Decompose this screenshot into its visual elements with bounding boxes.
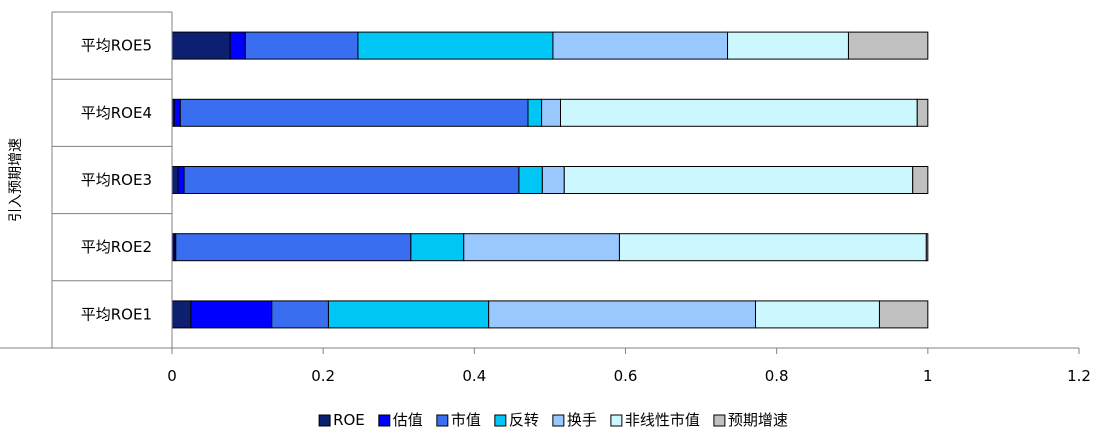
legend-label-4: 反转 — [509, 411, 539, 429]
legend-swatch-5 — [552, 414, 565, 427]
bar-segment-4-7 — [916, 98, 929, 127]
bar-segment-4-2 — [173, 98, 181, 127]
bar-segment-1-1 — [171, 300, 192, 329]
x-tick-label-4: 0.8 — [765, 367, 789, 385]
legend-label-3: 市值 — [451, 411, 481, 429]
bar-segment-2-4 — [410, 233, 465, 262]
legend-label-5: 换手 — [567, 411, 597, 429]
bar-segment-3-1 — [171, 166, 179, 194]
x-tick-label-2: 0.4 — [462, 367, 486, 385]
bar-segment-4-6 — [560, 98, 918, 127]
legend-swatch-4 — [494, 414, 507, 427]
legend-swatch-6 — [610, 414, 623, 427]
bar-segment-1-3 — [271, 300, 329, 329]
bar-segment-2-5 — [463, 233, 620, 262]
category-label-1: 平均ROE1 — [81, 305, 152, 323]
group-label: 引入预期增速 — [8, 138, 24, 222]
bar-segment-5-7 — [847, 31, 929, 60]
bar-segment-3-3 — [183, 166, 520, 194]
bar-segment-5-5 — [552, 31, 729, 60]
bar-segment-3-4 — [518, 166, 543, 194]
bar-segment-3-6 — [563, 166, 914, 194]
bar-segment-5-4 — [357, 31, 554, 60]
bar-segment-3-5 — [541, 166, 565, 194]
bar-segment-1-2 — [190, 300, 273, 329]
legend-label-7: 预期增速 — [728, 411, 788, 429]
x-tick-label-3: 0.6 — [614, 367, 638, 385]
bar-segment-5-2 — [229, 31, 246, 60]
legend-swatch-7 — [713, 414, 726, 427]
bar-segment-4-5 — [541, 98, 561, 127]
bars-layer — [171, 31, 929, 329]
bar-segment-2-3 — [175, 233, 412, 262]
bar-segment-5-6 — [727, 31, 849, 60]
bar-segment-1-6 — [755, 300, 880, 329]
x-tick-label-6: 1.2 — [1067, 367, 1091, 385]
legend-swatch-1 — [318, 414, 331, 427]
legend: ROE 估值 市值 反转 换手 非线性市值 预期增速 — [318, 411, 788, 429]
x-tick-label-0: 0 — [167, 367, 177, 385]
axis-layer — [0, 11, 1080, 354]
bar-segment-4-4 — [527, 98, 543, 127]
legend-label-1: ROE — [333, 411, 365, 429]
legend-swatch-2 — [378, 414, 391, 427]
bar-segment-5-1 — [171, 31, 231, 60]
bar-segment-1-5 — [488, 300, 756, 329]
legend-label-6: 非线性市值 — [625, 411, 700, 429]
bar-segment-2-6 — [618, 233, 927, 262]
legend-label-2: 估值 — [393, 411, 423, 429]
bar-segment-3-2 — [177, 166, 185, 194]
x-tick-label-5: 1 — [923, 367, 933, 385]
category-label-2: 平均ROE2 — [81, 238, 152, 256]
category-label-4: 平均ROE4 — [81, 104, 152, 122]
bar-segment-2-7 — [925, 233, 929, 262]
category-label-5: 平均ROE5 — [81, 37, 152, 55]
bar-segment-1-7 — [878, 300, 929, 329]
bar-segment-3-7 — [912, 166, 929, 194]
legend-swatch-3 — [436, 414, 449, 427]
category-label-3: 平均ROE3 — [81, 171, 152, 189]
labels-layer: 平均ROE1 平均ROE2 平均ROE3 平均ROE4 平均ROE5 0 0.2 0.4 0.6… — [8, 37, 1091, 385]
x-tick-label-1: 0.2 — [311, 367, 335, 385]
bar-segment-4-3 — [179, 98, 529, 127]
bar-segment-1-4 — [327, 300, 490, 329]
bar-segment-5-3 — [244, 31, 359, 60]
